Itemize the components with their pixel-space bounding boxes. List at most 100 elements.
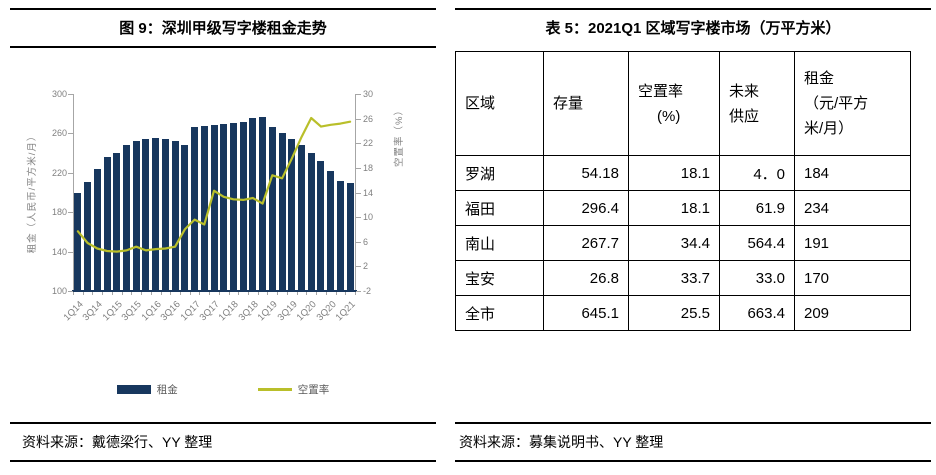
x-tick-mark <box>102 292 104 295</box>
rent-bar <box>122 145 130 291</box>
rent-bar <box>93 168 101 291</box>
x-tick-mark <box>325 292 327 295</box>
rent-vacancy-chart: 租金（人民币/平方米/月） 空置率（%） 100 140 180 220 260 300 -… <box>10 8 436 418</box>
figure-title: 图 9：深圳甲级写字楼租金走势 <box>10 8 436 48</box>
value-cell: 267.7 <box>543 225 629 261</box>
rent-bar <box>152 138 160 291</box>
table-row: 福田 296.4 18.1 61.9 234 <box>455 190 911 226</box>
left-tick-mark <box>68 212 73 214</box>
region-cell: 宝安 <box>455 260 544 296</box>
rent-bar <box>132 141 140 291</box>
rent-bar <box>191 126 199 291</box>
table-title: 表 5：2021Q1 区域写字楼市场（万平方米） <box>455 8 931 46</box>
right-tick-label: 22 <box>363 138 374 149</box>
rent-bar <box>74 192 82 291</box>
rent-bar <box>288 139 296 291</box>
x-tick-mark <box>238 292 240 295</box>
value-cell: 645.1 <box>543 295 629 331</box>
value-cell: 184 <box>794 155 911 191</box>
x-tick-mark <box>355 292 356 295</box>
x-tick-mark <box>316 292 318 295</box>
right-tick-label: 2 <box>363 261 369 272</box>
legend-label-rent: 租金 <box>156 384 178 396</box>
left-tick-mark <box>68 251 73 253</box>
region-cell: 福田 <box>455 190 544 226</box>
table-row: 罗湖 54.18 18.1 4．0 184 <box>455 155 911 191</box>
x-tick-mark <box>296 292 298 295</box>
x-tick-mark <box>277 292 279 295</box>
right-tick-label: 10 <box>363 212 374 223</box>
chart-legend: 租金 空置率 <box>10 382 436 397</box>
x-tick-mark <box>179 292 181 295</box>
col-header: 存量 <box>543 51 629 156</box>
rent-bar <box>113 153 121 291</box>
rent-bar <box>268 127 276 291</box>
value-cell: 663.4 <box>719 295 795 331</box>
x-tick-mark <box>267 292 269 295</box>
x-tick-mark <box>73 292 74 295</box>
region-table: 区域 存量 空置率 (%) 未来 供应 租金 （元/平方 米/月） 罗湖 54.18 18.1 4．0 1… <box>455 51 911 331</box>
region-cell: 罗湖 <box>455 155 544 191</box>
x-tick-mark <box>189 292 191 295</box>
rent-bar <box>229 122 237 291</box>
right-tick-mark <box>356 167 361 169</box>
x-tick-mark <box>199 292 201 295</box>
value-cell: 170 <box>794 260 911 296</box>
x-axis-line <box>72 290 357 292</box>
left-tick-label: 180 <box>51 207 67 218</box>
rent-bar <box>336 180 344 291</box>
rent-bar <box>317 160 325 291</box>
value-cell: 33.0 <box>719 260 795 296</box>
right-tick-mark <box>356 143 361 145</box>
rent-bar <box>307 153 315 291</box>
rent-bar-swatch <box>116 385 151 394</box>
region-cell: 南山 <box>455 225 544 261</box>
value-cell: 18.1 <box>628 155 720 191</box>
rent-bar <box>84 181 92 291</box>
left-tick-mark <box>68 291 73 292</box>
left-tick-label: 140 <box>51 246 67 257</box>
right-tick-mark <box>356 94 361 95</box>
region-cell: 全市 <box>455 295 544 331</box>
table-panel: 表 5：2021Q1 区域写字楼市场（万平方米） 区域 存量 空置率 (%) 未来 供应租… <box>455 8 931 462</box>
left-tick-label: 220 <box>51 167 67 178</box>
rent-bar <box>239 121 247 291</box>
right-tick-mark <box>356 118 361 120</box>
left-tick-label: 300 <box>51 89 67 99</box>
value-cell: 34.4 <box>628 225 720 261</box>
col-header: 区域 <box>455 51 544 156</box>
rent-bar <box>298 145 306 291</box>
x-tick-mark <box>170 292 172 295</box>
rent-bar <box>249 117 257 291</box>
table-row: 南山 267.7 34.4 564.4 191 <box>455 225 911 261</box>
left-tick-mark <box>68 94 73 95</box>
rent-bar <box>103 157 111 291</box>
vacancy-line <box>76 116 352 253</box>
col-header: 空置率 (%) <box>628 51 720 156</box>
rent-bar <box>171 141 179 291</box>
value-cell: 54.18 <box>543 155 629 191</box>
x-tick-mark <box>82 292 84 295</box>
x-tick-mark <box>345 292 347 295</box>
x-tick-mark <box>218 292 220 295</box>
rent-bar <box>142 139 150 291</box>
x-tick-mark <box>160 292 162 295</box>
right-axis-line <box>355 94 356 291</box>
col-header: 未来 供应 <box>719 51 795 156</box>
col-header: 租金 （元/平方 米/月） <box>794 51 911 156</box>
value-cell: 191 <box>794 225 911 261</box>
right-tick-mark <box>356 266 361 268</box>
value-cell: 209 <box>794 295 911 331</box>
right-tick-mark <box>356 291 361 292</box>
rent-bar <box>210 124 218 291</box>
rent-bar <box>346 182 354 291</box>
x-tick-mark <box>111 292 113 295</box>
value-cell: 564.4 <box>719 225 795 261</box>
right-tick-label: 14 <box>363 187 374 198</box>
right-tick-mark <box>356 241 361 243</box>
rent-bar <box>278 133 286 291</box>
value-cell: 25.5 <box>628 295 720 331</box>
table-row: 宝安 26.8 33.7 33.0 170 <box>455 260 911 296</box>
rent-bar <box>181 145 189 291</box>
